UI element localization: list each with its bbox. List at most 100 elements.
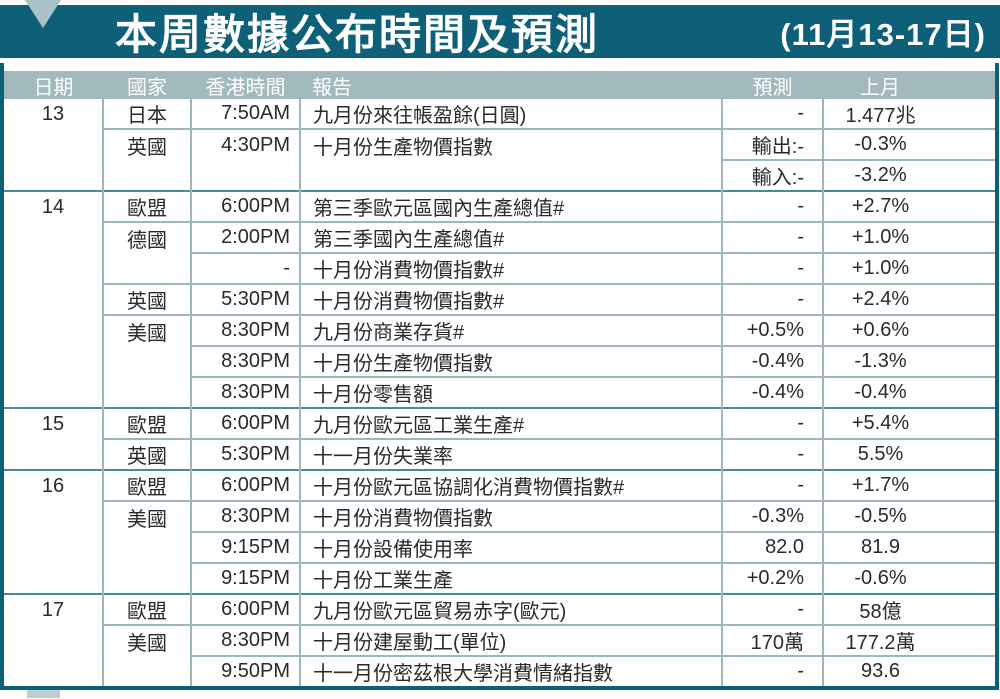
report-cell: 九月份歐元區工業生產# [299, 407, 722, 439]
column-header-previous: 上月 [860, 76, 900, 99]
forecast-cell: -0.3% [721, 500, 823, 532]
table-header-row: 日期 國家 香港時間 報告 預測 上月 [4, 71, 995, 99]
country-cell: 歐盟 [102, 407, 191, 439]
country-cell: 美國 [102, 624, 191, 656]
report-cell: 十月份消費物價指數# [299, 252, 722, 284]
time-cell: 8:30PM [190, 345, 300, 377]
report-cell: 十月份消費物價指數 [299, 500, 722, 532]
table-row: 14 歐盟 6:00PM 第三季歐元區國內生產總值# - +2.7% [4, 190, 995, 222]
forecast-cell: - [721, 438, 823, 470]
report-cell: 十一月份失業率 [299, 438, 722, 470]
previous-cell: +1.7% [822, 469, 995, 501]
report-cell: 十月份建屋動工(單位) [299, 624, 722, 656]
report-cell: 十一月份密茲根大學消費情緒指數 [299, 655, 722, 686]
date-cell: 14 [4, 190, 103, 222]
country-cell: 英國 [102, 128, 191, 160]
country-cell: 歐盟 [102, 469, 191, 501]
report-cell [299, 160, 722, 191]
forecast-cell: - [721, 252, 823, 284]
previous-cell: 81.9 [822, 531, 995, 563]
time-cell: 2:00PM [190, 221, 300, 253]
country-cell: 美國 [102, 314, 191, 346]
previous-cell: -1.3% [822, 345, 995, 377]
table-row: 8:30PM 十月份生產物價指數 -0.4% -1.3% [4, 345, 995, 377]
forecast-cell: 170萬 [721, 624, 823, 656]
report-cell: 十月份生產物價指數 [299, 128, 722, 160]
time-cell: 9:15PM [190, 562, 300, 594]
date-cell: 17 [4, 593, 103, 625]
date-cell: 13 [41, 102, 65, 125]
report-cell: 十月份零售額 [299, 376, 722, 408]
forecast-cell: +0.5% [721, 314, 823, 346]
table-row: 16 歐盟 6:00PM 十月份歐元區協調化消費物價指數# - +1.7% [4, 469, 995, 501]
date-cell [4, 129, 103, 160]
time-cell: - [190, 252, 300, 284]
previous-cell: -0.3% [822, 128, 995, 160]
report-cell: 十月份生產物價指數 [299, 345, 722, 377]
time-cell: 6:00PM [190, 190, 300, 222]
forecast-cell: - [721, 469, 823, 501]
previous-cell: +1.0% [822, 221, 995, 253]
table-row: 15 歐盟 6:00PM 九月份歐元區工業生產# - +5.4% [4, 407, 995, 439]
time-cell: 6:00PM [190, 593, 300, 625]
report-cell: 九月份來往帳盈餘(日圓) [299, 99, 722, 129]
report-cell: 九月份歐元區貿易赤字(歐元) [299, 593, 722, 625]
date-cell [4, 563, 103, 594]
table-row: 8:30PM 十月份零售額 -0.4% -0.4% [4, 376, 995, 408]
time-cell: 6:00PM [190, 469, 300, 501]
previous-cell: +5.4% [822, 407, 995, 439]
time-cell: 8:30PM [190, 624, 300, 656]
forecast-cell: 82.0 [721, 531, 823, 563]
country-cell [102, 160, 191, 191]
report-cell: 十月份消費物價指數# [299, 283, 722, 315]
forecast-cell: - [721, 283, 823, 315]
date-cell [4, 253, 103, 284]
table-row: 13 日本 7:50AM 九月份來往帳盈餘(日圓) -1.477兆 [4, 99, 995, 129]
forecast-cell: - [721, 190, 823, 222]
table-row: 美國 8:30PM 十月份消費物價指數 -0.3% -0.5% [4, 500, 995, 532]
country-cell: 德國 [102, 221, 191, 253]
country-cell [102, 377, 191, 408]
forecast-cell: 輸入:- [721, 159, 823, 191]
table-row: 9:15PM 十月份設備使用率 82.0 81.9 [4, 531, 995, 563]
forecast-cell: -0.4% [721, 345, 823, 377]
time-cell: 5:30PM [190, 438, 300, 470]
time-cell: 4:30PM [190, 128, 300, 160]
date-cell [4, 346, 103, 377]
column-header-forecast: 預測 [752, 76, 793, 99]
table-row: 9:50PM 十一月份密茲根大學消費情緒指數 -93.6 [4, 655, 995, 686]
date-cell [4, 315, 103, 346]
previous-cell: 177.2萬 [822, 624, 995, 656]
table-row: - 十月份消費物價指數# - +1.0% [4, 252, 995, 284]
report-cell: 十月份工業生產 [299, 562, 722, 594]
date-cell [4, 160, 103, 191]
forecast-cell: 輸出:- [721, 128, 823, 160]
country-cell [102, 346, 191, 377]
country-cell [102, 563, 191, 594]
previous-cell: +2.7% [822, 190, 995, 222]
country-cell: 歐盟 [102, 593, 191, 625]
table-row: 英國 4:30PM 十月份生產物價指數 輸出:- -0.3% [4, 128, 995, 160]
time-cell: 9:15PM [190, 531, 300, 563]
table-row: 9:15PM 十月份工業生產 +0.2% -0.6% [4, 562, 995, 594]
previous-cell: 1.477兆 [822, 99, 995, 129]
previous-cell: +0.6% [822, 314, 995, 346]
previous-cell: 58億 [822, 593, 995, 625]
corner-decoration [27, 690, 60, 698]
time-cell: 9:50PM [190, 655, 300, 686]
date-cell [4, 284, 103, 315]
date-cell [4, 501, 103, 532]
date-cell [4, 656, 103, 686]
date-cell: 16 [4, 469, 103, 501]
triangle-decoration [25, 0, 61, 28]
date-cell [4, 625, 103, 656]
column-header-report: 報告 [312, 76, 352, 99]
time-cell: 6:00PM [190, 407, 300, 439]
previous-cell: -0.4% [822, 376, 995, 408]
table-row: 美國 8:30PM 九月份商業存貨# +0.5% +0.6% [4, 314, 995, 346]
time-cell: 8:30PM [190, 314, 300, 346]
previous-cell: +1.0% [822, 252, 995, 284]
country-cell [102, 532, 191, 563]
table-row: 英國 5:30PM 十一月份失業率 -5.5% [4, 438, 995, 470]
